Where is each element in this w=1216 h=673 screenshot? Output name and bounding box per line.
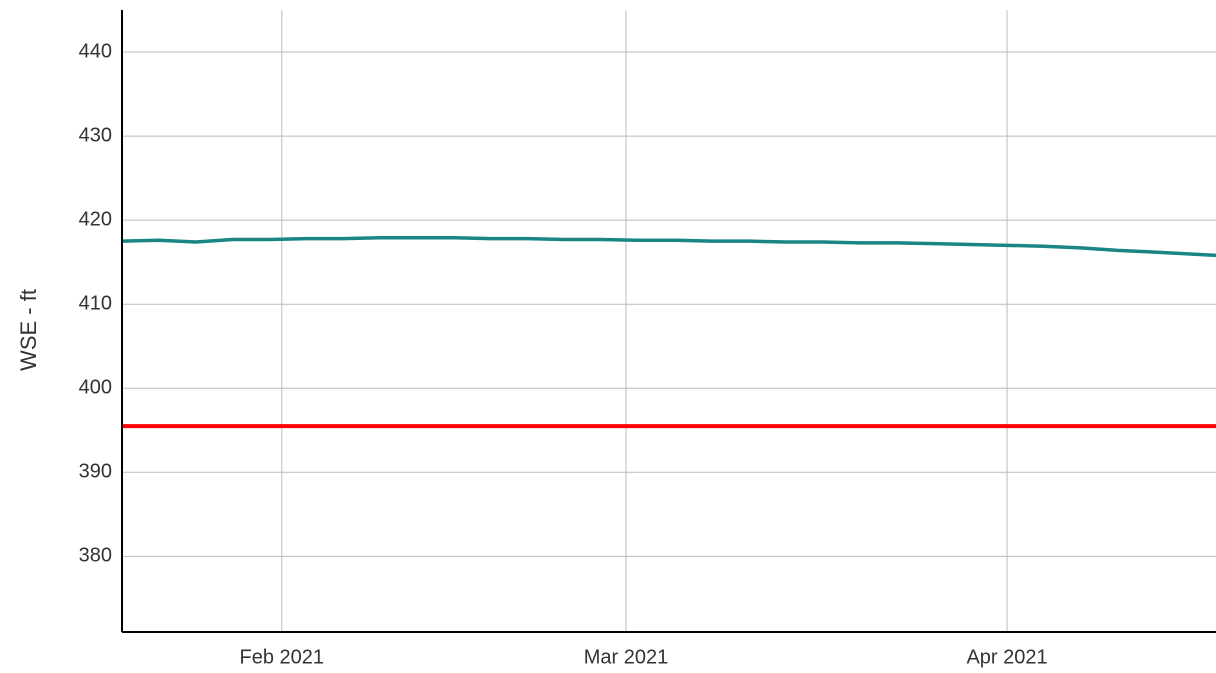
y-tick-label: 410: [79, 292, 112, 314]
y-tick-label: 390: [79, 461, 112, 483]
y-tick-label: 440: [79, 40, 112, 62]
y-axis-title: WSE - ft: [16, 289, 41, 371]
y-tick-label: 400: [79, 377, 112, 399]
x-tick-label: Mar 2021: [584, 646, 669, 668]
y-tick-label: 380: [79, 545, 112, 567]
y-tick-label: 430: [79, 124, 112, 146]
y-tick-label: 420: [79, 208, 112, 230]
x-tick-label: Apr 2021: [966, 646, 1047, 668]
x-tick-label: Feb 2021: [240, 646, 325, 668]
data-line: [121, 236, 1216, 258]
